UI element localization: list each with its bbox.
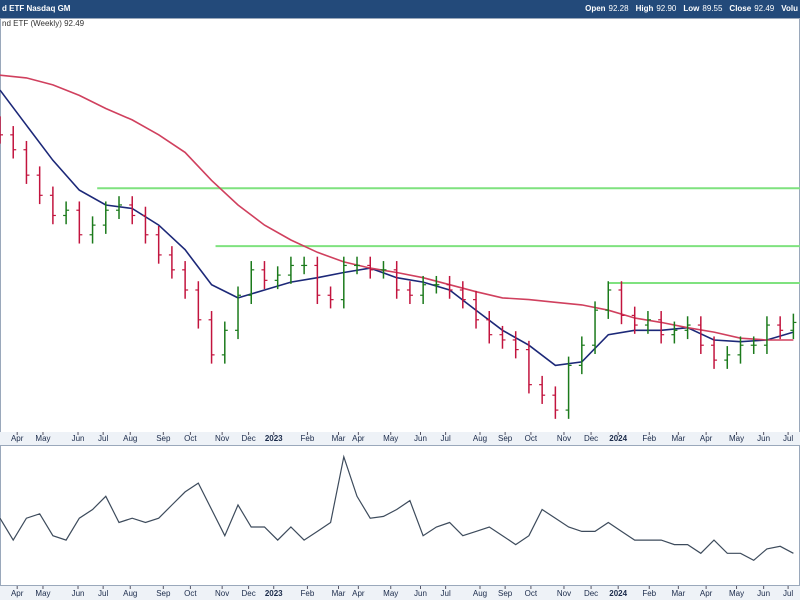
- quote-value: 92.49: [754, 4, 775, 13]
- x-tick-label: Apr: [700, 589, 713, 598]
- x-tick-label: Jul: [98, 589, 108, 598]
- x-tick-label: May: [729, 589, 744, 598]
- x-tick-label: 2023: [265, 434, 283, 443]
- x-tick-label: Apr: [700, 434, 713, 443]
- quote-value: 89.55: [702, 4, 723, 13]
- x-tick-label: Dec: [584, 434, 598, 443]
- x-tick-label: Feb: [301, 434, 315, 443]
- x-tick-label: Oct: [525, 589, 538, 598]
- x-tick-label: Apr: [11, 589, 24, 598]
- x-tick-label: Mar: [671, 434, 685, 443]
- x-tick-label: Mar: [332, 434, 346, 443]
- price-axis-band: [0, 432, 800, 445]
- x-tick-label: 2024: [609, 589, 627, 598]
- quote-value: 92.90: [656, 4, 677, 13]
- quote-label: Close: [729, 4, 751, 13]
- x-tick-label: Aug: [123, 434, 137, 443]
- x-tick-label: Sep: [498, 589, 513, 598]
- x-tick-label: Jun: [72, 434, 85, 443]
- x-tick-label: Jun: [757, 589, 770, 598]
- indicator-panel: [0, 445, 800, 586]
- x-tick-label: Nov: [557, 434, 571, 443]
- x-tick-label: Apr: [352, 589, 365, 598]
- x-tick-label: May: [383, 589, 398, 598]
- x-tick-label: Aug: [123, 589, 137, 598]
- x-tick-label: Jul: [783, 434, 793, 443]
- x-tick-label: May: [383, 434, 398, 443]
- x-tick-label: Dec: [241, 589, 255, 598]
- x-tick-label: Jun: [414, 434, 427, 443]
- x-tick-label: Nov: [215, 589, 229, 598]
- quote-label: Low: [683, 4, 700, 13]
- x-tick-label: Dec: [584, 589, 598, 598]
- x-tick-label: Aug: [473, 434, 487, 443]
- x-tick-label: May: [35, 434, 50, 443]
- x-tick-label: Oct: [184, 434, 197, 443]
- header-bar: [0, 0, 800, 18]
- x-tick-label: Jun: [757, 434, 770, 443]
- indicator-axis-band: [0, 586, 800, 600]
- x-tick-label: Dec: [241, 434, 255, 443]
- x-tick-label: Mar: [332, 589, 346, 598]
- x-tick-label: Apr: [352, 434, 365, 443]
- x-tick-label: Oct: [184, 589, 197, 598]
- x-tick-label: Nov: [557, 589, 571, 598]
- x-tick-label: Feb: [642, 589, 656, 598]
- x-tick-label: Oct: [525, 434, 538, 443]
- chart-subtitle: nd ETF (Weekly) 92.49: [2, 19, 85, 28]
- quote-label: Open: [585, 4, 606, 13]
- x-tick-label: Sep: [498, 434, 513, 443]
- x-tick-label: Nov: [215, 434, 229, 443]
- x-tick-label: Mar: [671, 589, 685, 598]
- x-tick-label: Jun: [72, 589, 85, 598]
- quote-value: 92.28: [609, 4, 630, 13]
- x-tick-label: Jul: [441, 434, 451, 443]
- x-tick-label: Apr: [11, 434, 24, 443]
- chart-title: d ETF Nasdaq GM: [2, 4, 71, 13]
- price-panel: [0, 18, 800, 433]
- x-tick-label: Feb: [301, 589, 315, 598]
- x-tick-label: 2023: [265, 589, 283, 598]
- x-tick-label: Sep: [156, 434, 171, 443]
- indicator-line: [0, 454, 794, 562]
- x-tick-label: Jul: [98, 434, 108, 443]
- x-tick-label: 2024: [609, 434, 627, 443]
- x-tick-label: Feb: [642, 434, 656, 443]
- x-tick-label: Aug: [473, 589, 487, 598]
- x-tick-label: Jul: [783, 589, 793, 598]
- x-tick-label: Sep: [156, 589, 171, 598]
- x-tick-label: May: [729, 434, 744, 443]
- x-tick-label: Jul: [441, 589, 451, 598]
- x-tick-label: Jun: [414, 589, 427, 598]
- quote-label: Volu: [781, 4, 798, 13]
- x-tick-label: May: [35, 589, 50, 598]
- quote-label: High: [636, 4, 654, 13]
